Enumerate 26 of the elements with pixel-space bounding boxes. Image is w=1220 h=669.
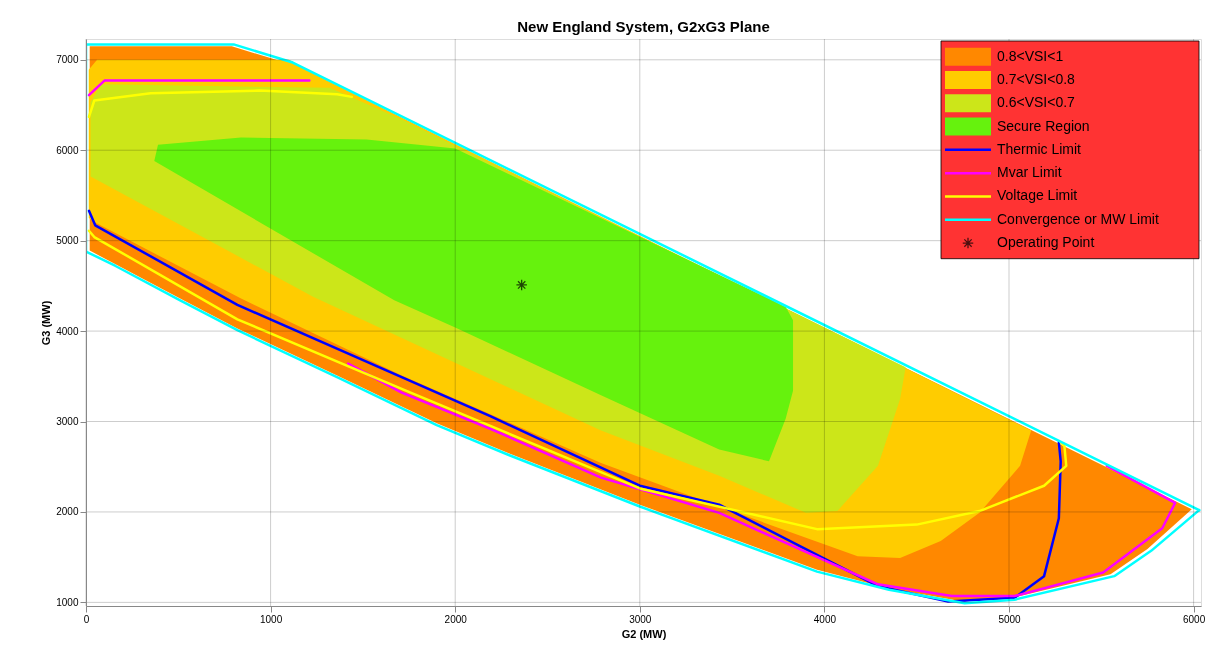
x-axis-title: G2 (MW) <box>621 627 667 640</box>
x-tick-label: 5000 <box>998 613 1022 625</box>
legend-label: Mvar Limit <box>997 164 1062 181</box>
x-tick-label: 6000 <box>1182 613 1206 625</box>
y-tick-label: 7000 <box>56 54 79 66</box>
x-tick-label: 2000 <box>444 613 468 625</box>
legend-label: Secure Region <box>997 117 1090 134</box>
x-tick-label: 4000 <box>813 613 837 625</box>
legend-label: 0.6<VSI<0.7 <box>997 94 1076 111</box>
chart-title: New England System, G2xG3 Plane <box>517 17 770 35</box>
x-tick-label: 1000 <box>259 613 283 625</box>
legend-label: Thermic Limit <box>997 140 1082 157</box>
x-tick-label: 0 <box>83 613 90 625</box>
y-tick-label: 2000 <box>56 506 79 518</box>
y-tick-label: 6000 <box>56 144 79 156</box>
legend-label: Voltage Limit <box>997 187 1078 204</box>
y-tick-label: 3000 <box>56 416 79 428</box>
y-tick-label: 5000 <box>56 235 79 247</box>
legend-label: Operating Point <box>997 234 1095 251</box>
x-tick-label: 3000 <box>629 613 652 625</box>
legend-label: 0.7<VSI<0.8 <box>997 70 1076 87</box>
y-tick-label: 4000 <box>56 325 79 337</box>
y-axis-title: G3 (MW) <box>40 300 53 346</box>
legend-label: 0.8<VSI<1 <box>997 47 1064 64</box>
legend-label: Convergence or MW Limit <box>997 210 1159 227</box>
y-tick-label: 1000 <box>56 596 79 608</box>
